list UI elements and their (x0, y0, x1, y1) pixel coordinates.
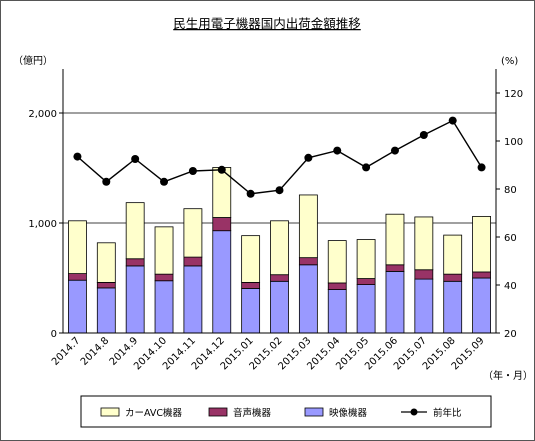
legend-label: 映像機器 (329, 407, 368, 419)
bar-segment-2 (298, 194, 318, 259)
bar-segment-2 (154, 226, 174, 275)
bar-segment-1 (472, 271, 491, 279)
bar-segment-1 (241, 281, 261, 289)
bar-segment-2 (183, 208, 203, 258)
bar-segment-2 (327, 240, 347, 284)
legend-swatch (100, 407, 120, 417)
bar-segment-1 (183, 256, 203, 267)
bars-group (68, 167, 491, 334)
bar-segment-0 (327, 289, 347, 334)
yoy-point (73, 152, 82, 161)
bar-segment-2 (356, 239, 376, 279)
bar-segment-2 (414, 216, 434, 271)
bar-segment-1 (270, 274, 289, 282)
bar-segment-2 (270, 220, 289, 276)
yoy-point (217, 165, 226, 174)
bar-segment-1 (154, 273, 174, 282)
legend-label: カーAVC機器 (125, 407, 183, 419)
legend-label: 前年比 (433, 407, 462, 419)
bar-segment-0 (414, 278, 434, 334)
bar-segment-0 (212, 230, 232, 334)
chart-title: 民生用電子機器国内出荷金額推移 (173, 16, 361, 31)
bar-segment-2 (96, 242, 116, 283)
bar-segment-0 (96, 287, 116, 334)
bar-segment-1 (356, 278, 376, 285)
yoy-point (390, 146, 399, 155)
bar-segment-0 (183, 265, 203, 334)
left-tick-label: 1,000 (28, 219, 57, 230)
bar-segment-0 (154, 280, 174, 334)
yoy-point (160, 177, 169, 186)
legend-swatch (304, 407, 324, 417)
bar-segment-2 (241, 235, 261, 283)
bar-segment-1 (298, 257, 318, 266)
bar-segment-1 (96, 281, 116, 289)
legend-swatch-marker (410, 408, 418, 416)
bar-segment-1 (125, 258, 145, 267)
yoy-point (275, 186, 284, 195)
bar-segment-1 (443, 273, 463, 282)
bar-segment-0 (125, 265, 145, 334)
yoy-point (188, 167, 197, 175)
bar-segment-2 (68, 220, 87, 275)
right-axis-unit: (%) (501, 56, 518, 67)
legend: カーAVC機器 音声機器 映像機器 前年比 (80, 395, 492, 428)
bar-segment-0 (298, 264, 318, 334)
bar-segment-1 (212, 217, 232, 232)
yoy-point (333, 146, 342, 155)
bar-segment-0 (385, 270, 405, 334)
right-tick-label: 80 (504, 185, 517, 196)
right-tick-label: 120 (504, 89, 523, 100)
bar-segment-0 (270, 280, 289, 334)
bar-segment-0 (356, 284, 376, 334)
bar-segment-2 (472, 215, 491, 273)
bar-segment-1 (414, 269, 434, 280)
right-tick-label: 60 (504, 233, 517, 244)
bar-segment-2 (443, 234, 463, 275)
bar-segment-1 (68, 273, 87, 281)
right-tick-label: 100 (504, 137, 523, 148)
yoy-point (102, 177, 111, 186)
yoy-line-group (73, 116, 486, 198)
yoy-point (448, 116, 457, 125)
yoy-point (477, 163, 486, 172)
bar-segment-0 (241, 288, 261, 334)
bar-segment-1 (327, 282, 347, 290)
yoy-point (362, 163, 371, 172)
bar-segment-2 (125, 202, 145, 260)
bar-segment-1 (385, 264, 405, 272)
x-tick-label: 2014.7 (50, 335, 83, 368)
bar-segment-0 (443, 280, 463, 334)
legend-swatch (208, 407, 228, 417)
left-axis-unit: （億円） (13, 54, 53, 67)
x-axis-unit: （年・月） (483, 369, 533, 382)
bar-segment-0 (68, 279, 87, 334)
left-tick-label: 2,000 (28, 109, 57, 120)
right-tick-label: 20 (504, 329, 517, 340)
bar-segment-2 (385, 213, 405, 266)
yoy-point (131, 155, 140, 163)
yoy-point (304, 153, 313, 162)
legend-label: 音声機器 (233, 407, 272, 419)
left-tick-label: 0 (51, 329, 57, 340)
right-tick-label: 40 (504, 281, 517, 292)
yoy-point (246, 189, 255, 198)
bar-segment-0 (472, 277, 491, 334)
x-tick-label: 2014.8 (79, 335, 112, 368)
yoy-point (419, 131, 428, 139)
